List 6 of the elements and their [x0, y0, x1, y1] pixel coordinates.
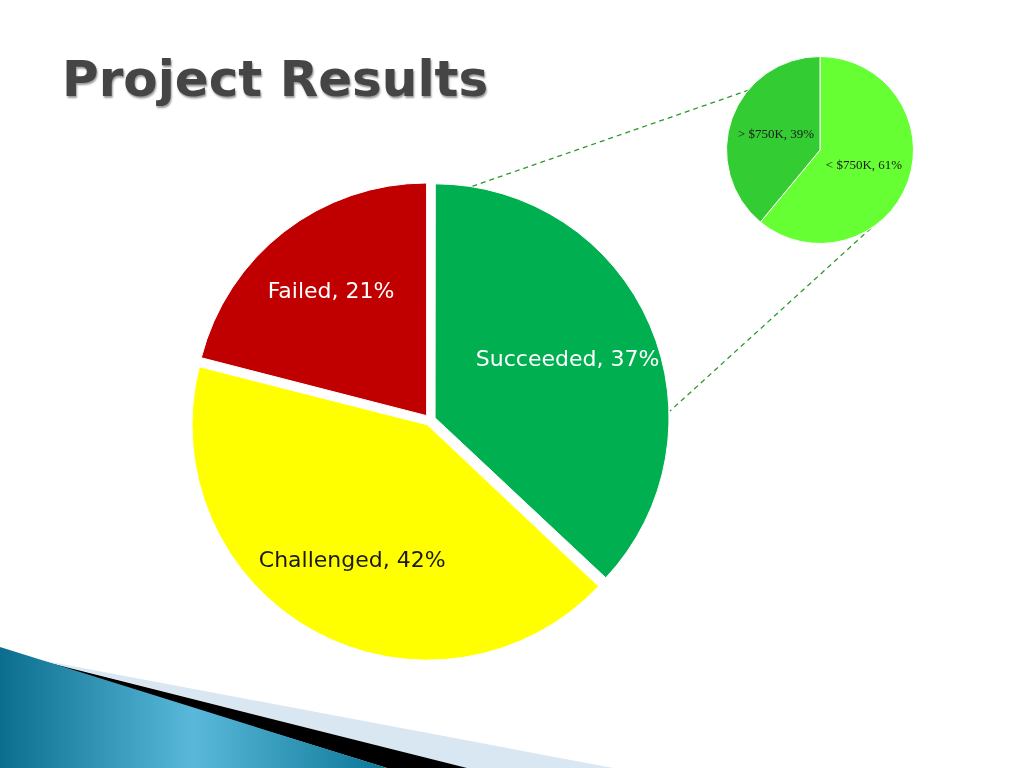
chart-title: Project Results — [62, 50, 489, 108]
slice-label: Challenged, 42% — [258, 547, 446, 573]
slice-label: Succeeded, 37% — [475, 346, 660, 372]
slice-label: < $750K, 61% — [825, 157, 903, 173]
slice-label: > $750K, 39% — [737, 125, 815, 141]
slice-label: Failed, 21% — [267, 278, 395, 304]
